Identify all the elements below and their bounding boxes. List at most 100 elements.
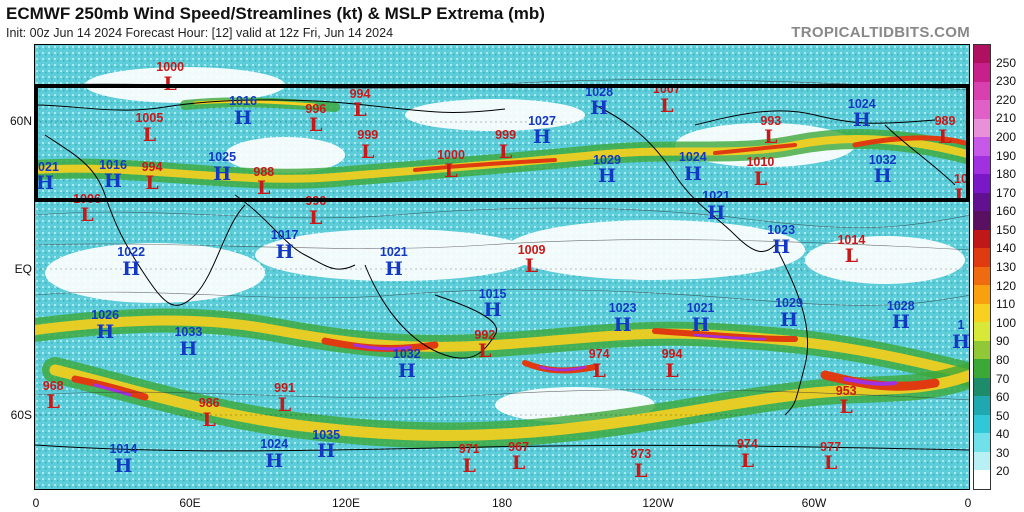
colorbar-tick-label: 80 — [996, 352, 1010, 367]
high-pressure-22: 1032 H — [869, 154, 897, 187]
colorbar-segment — [974, 359, 990, 378]
high-pressure-33: 1015 H — [478, 286, 507, 321]
colorbar-tick-label: 230 — [996, 74, 1017, 89]
pressure-value: 1023 — [767, 223, 796, 238]
low-pressure-9: 993 L — [760, 115, 781, 148]
low-pressure-56: 977 L — [820, 441, 841, 474]
lon-label-60e: 60E — [179, 496, 201, 510]
pressure-value: 1028 — [886, 298, 915, 313]
high-pressure-34: 1023 H — [609, 302, 637, 335]
pressure-value: 991 — [274, 381, 296, 396]
high-pressure-7: 1024 H — [848, 98, 876, 131]
pressure-symbol: L — [844, 245, 859, 268]
high-pressure-36: 1029 H — [775, 297, 803, 330]
pressure-symbol: L — [839, 396, 853, 419]
colorbar-tick-label: 40 — [996, 427, 1010, 442]
colorbar-tick-label: 250 — [996, 55, 1017, 70]
colorbar-segment — [974, 340, 990, 360]
pressure-symbol: L — [46, 391, 60, 414]
high-pressure-1: 1016 H — [229, 95, 257, 128]
pressure-symbol: H — [213, 162, 232, 185]
pressure-value: 1015 — [478, 286, 507, 301]
high-pressure-20: 1024 H — [679, 151, 707, 184]
pressure-symbol: L — [309, 206, 323, 229]
low-pressure-23: 10 L — [954, 173, 968, 206]
high-pressure-26: 1021 H — [702, 190, 730, 223]
pressure-value: 986 — [198, 396, 220, 410]
colorbar-tick-label: 170 — [996, 185, 1017, 200]
high-pressure-19: 1029 H — [593, 154, 621, 187]
pressure-value: 1033 — [174, 325, 203, 340]
colorbar-tick-label: 190 — [996, 148, 1017, 163]
pressure-symbol: L — [660, 94, 674, 117]
pressure-value: 994 — [141, 159, 163, 174]
lon-label-0-right: 0 — [964, 496, 972, 510]
pressure-symbol: H — [852, 109, 871, 132]
pressure-value: 1028 — [585, 84, 614, 99]
pressure-symbol: H — [96, 320, 115, 343]
pressure-symbol: L — [277, 393, 292, 416]
pressure-symbol: H — [780, 308, 798, 331]
colorbar-segment — [974, 137, 990, 156]
colorbar-segment — [974, 192, 990, 212]
map-panel: 1000 L 1016 H 994 L 996 L 1005 L 1028 H 1007 L 1024 H 10… — [34, 44, 970, 490]
pressure-symbol: L — [80, 204, 94, 227]
high-pressure-31: 1021 H — [380, 246, 408, 279]
colorbar-tick-label: 70 — [996, 371, 1010, 386]
pressure-symbol: L — [145, 172, 159, 195]
pressure-value: 1026 — [91, 308, 120, 323]
colorbar-segment — [974, 63, 990, 82]
low-pressure-54: 973 L — [630, 448, 651, 481]
colorbar-tick-label: 90 — [996, 334, 1010, 349]
high-pressure-39: 1033 H — [174, 326, 202, 359]
pressure-symbol: H — [384, 257, 403, 280]
pressure-value: 1016 — [229, 94, 257, 109]
pressure-value: 971 — [458, 442, 480, 457]
pressure-symbol: H — [683, 162, 702, 185]
pressure-symbol: H — [317, 440, 336, 463]
pressure-value: 968 — [42, 378, 64, 393]
chart-title: ECMWF 250mb Wind Speed/Streamlines (kt) … — [6, 4, 545, 23]
colorbar-segment — [974, 303, 990, 323]
high-pressure-38: 1026 H — [91, 309, 119, 342]
colorbar-segment — [974, 174, 990, 193]
pressure-value: 1024 — [678, 150, 707, 165]
lon-label-0: 0 — [32, 496, 40, 510]
wind-speed-field — [35, 45, 969, 489]
pressure-value: 1021 — [35, 159, 59, 174]
pressure-value: 996 — [305, 194, 327, 209]
colorbar-tick-label: 110 — [996, 297, 1016, 312]
pressure-symbol: L — [353, 99, 367, 122]
high-pressure-51: 1014 H — [109, 443, 137, 476]
colorbar-segment — [974, 322, 990, 341]
pressure-symbol: H — [234, 106, 252, 129]
low-pressure-12: 999 L — [495, 129, 516, 162]
colorbar-segment — [974, 433, 990, 452]
pressure-symbol: H — [590, 97, 609, 120]
low-pressure-18: 988 L — [253, 166, 274, 199]
pressure-symbol: H — [613, 313, 632, 336]
colorbar-tick-label: 220 — [996, 92, 1017, 107]
colorbar-segment — [974, 451, 990, 471]
pressure-symbol: L — [954, 184, 968, 207]
high-pressure-41: 1032 H — [393, 348, 421, 381]
pressure-value: 1021 — [702, 189, 731, 204]
chart-subtitle: Init: 00z Jun 14 2024 Forecast Hour: [12… — [6, 26, 394, 40]
pressure-symbol: H — [122, 257, 141, 280]
pressure-value: 992 — [474, 327, 496, 342]
pressure-symbol: H — [104, 170, 122, 193]
high-pressure-15: 1016 H — [99, 159, 127, 192]
pressure-value: 1029 — [775, 296, 803, 311]
low-pressure-32: 1009 L — [518, 244, 546, 277]
pressure-symbol: L — [634, 459, 648, 482]
pressure-symbol: H — [114, 454, 133, 477]
pressure-value: 999 — [495, 128, 517, 143]
pressure-symbol: L — [511, 452, 526, 475]
colorbar — [973, 44, 991, 490]
pressure-symbol: H — [891, 311, 910, 334]
colorbar-tick-label: 150 — [996, 222, 1017, 237]
pressure-symbol: H — [598, 165, 616, 188]
low-pressure-52: 971 L — [459, 443, 480, 476]
lon-label-120w: 120W — [642, 496, 674, 510]
